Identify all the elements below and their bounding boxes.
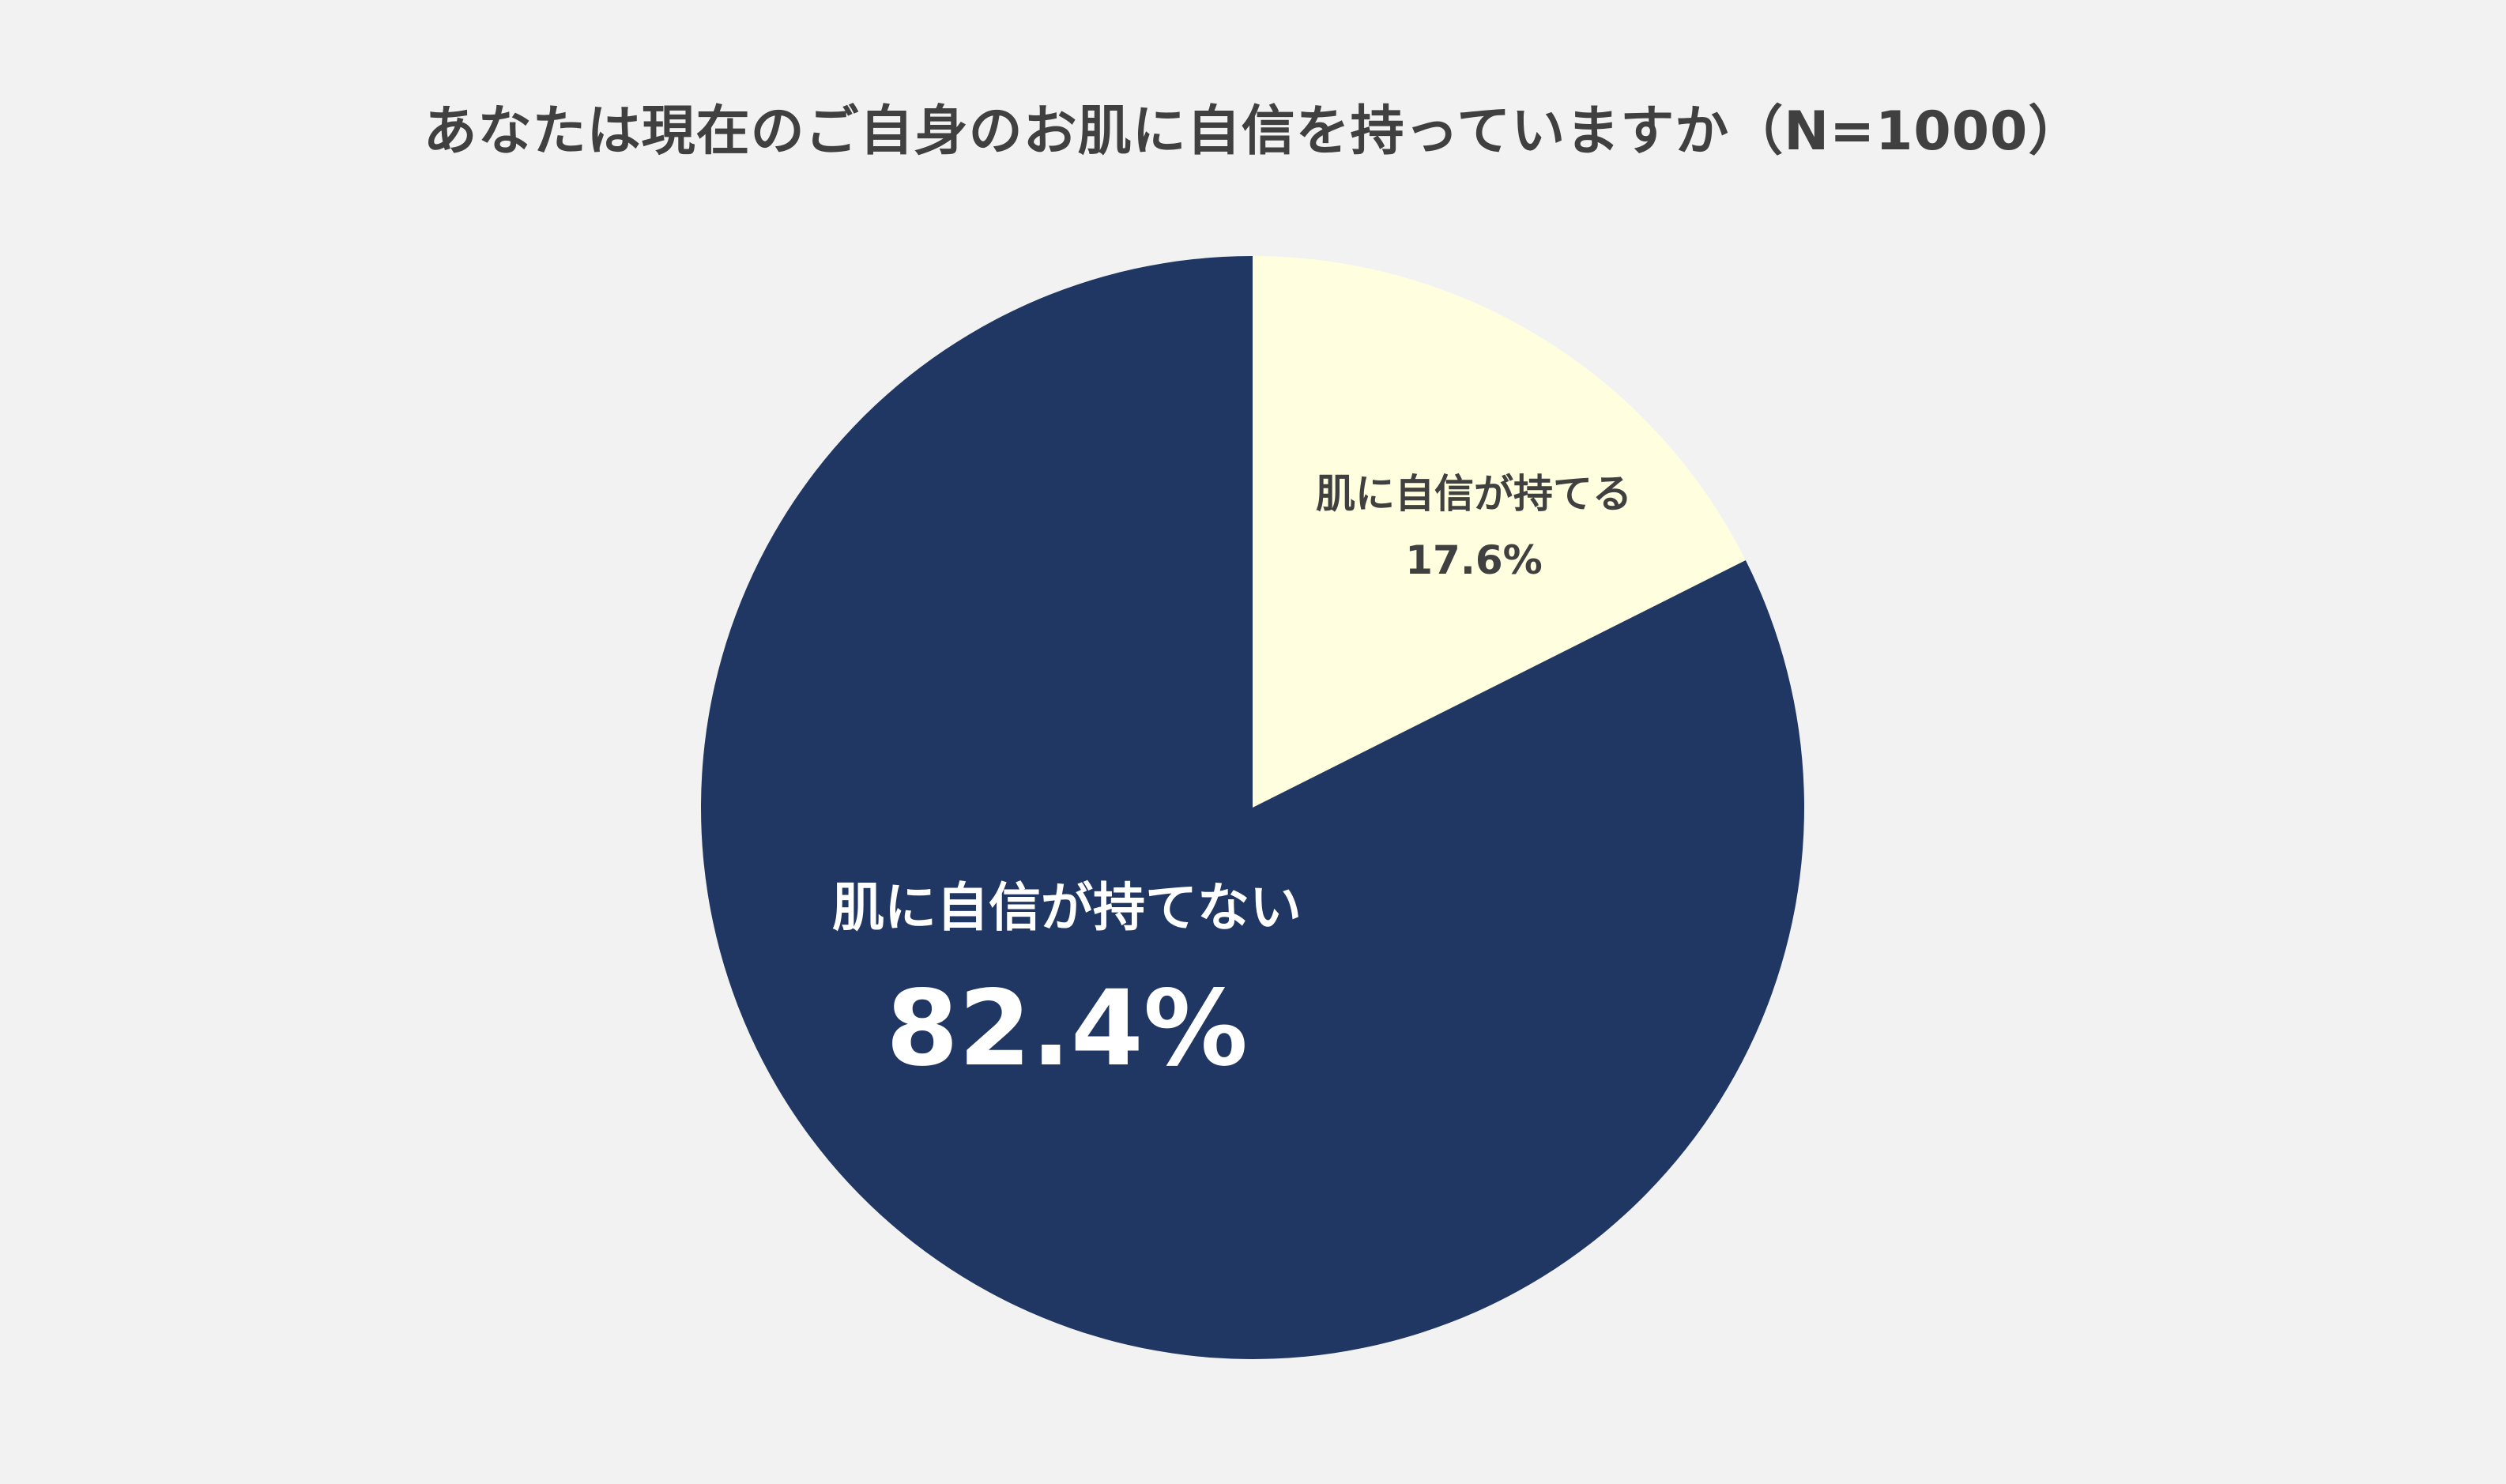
- chart-title: あなたは現在のご自身のお肌に自信を持っていますか（N=1000）: [423, 100, 2083, 163]
- slice-label-not-confident: 肌に自信が持てない: [832, 877, 1302, 938]
- pie-slice-not-confident: [701, 256, 1805, 1359]
- slice-value-confident: 17.6%: [1405, 537, 1543, 583]
- pie-slice-confident: [1253, 256, 1746, 808]
- slice-label-confident: 肌に自信が持てる: [1316, 471, 1632, 517]
- slice-value-not-confident: 82.4%: [886, 968, 1248, 1090]
